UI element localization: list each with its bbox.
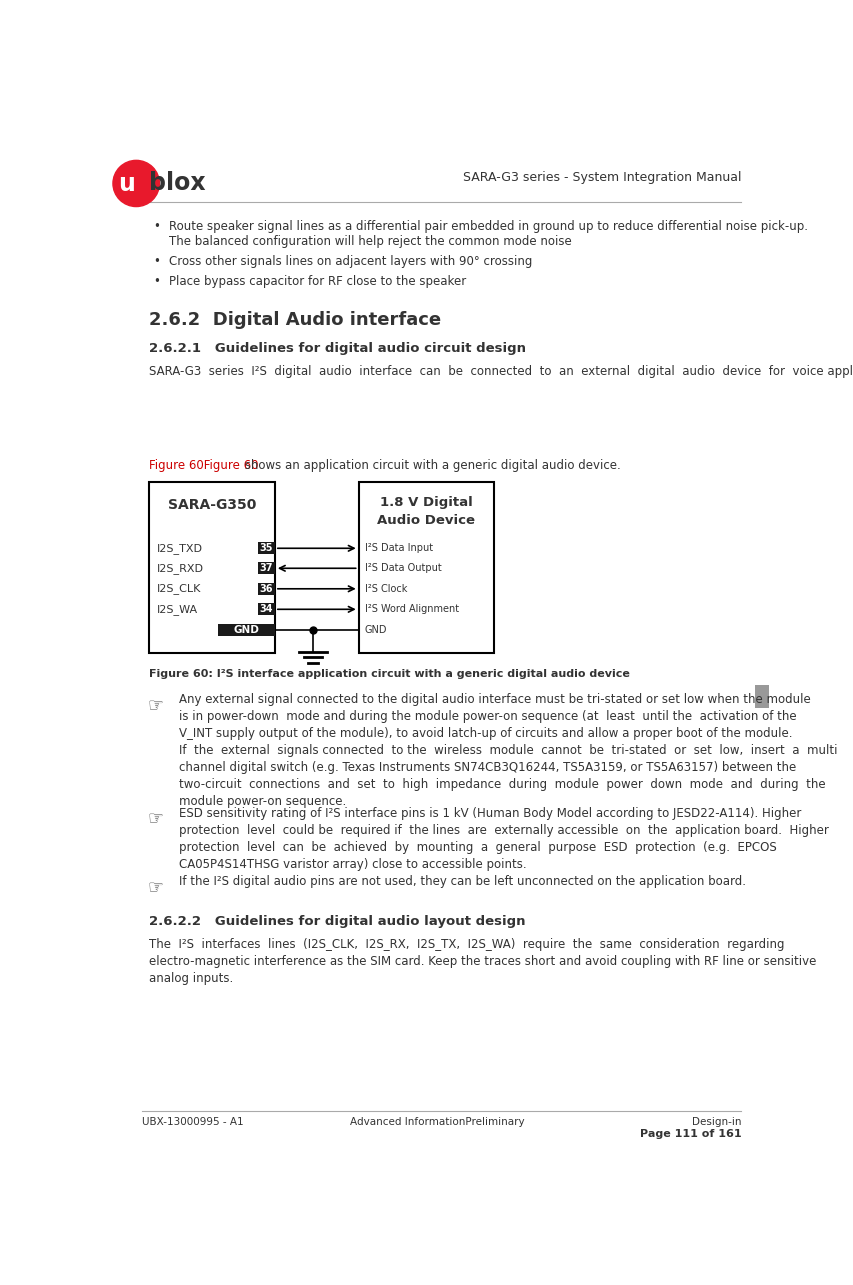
Text: u: u — [118, 172, 135, 195]
Text: ESD sensitivity rating of I²S interface pins is 1 kV (Human Body Model according: ESD sensitivity rating of I²S interface … — [178, 807, 827, 871]
FancyBboxPatch shape — [754, 685, 768, 708]
Text: Figure 60: I²S interface application circuit with a generic digital audio device: Figure 60: I²S interface application cir… — [149, 668, 630, 678]
Text: 37: 37 — [259, 563, 273, 573]
FancyBboxPatch shape — [218, 625, 275, 636]
Text: I²S Data Input: I²S Data Input — [364, 544, 432, 554]
Text: 35: 35 — [259, 544, 273, 554]
Text: 1.8 V Digital
Audio Device: 1.8 V Digital Audio Device — [377, 496, 475, 527]
Text: I²S Clock: I²S Clock — [364, 583, 407, 594]
Text: 2.6.2.2   Guidelines for digital audio layout design: 2.6.2.2 Guidelines for digital audio lay… — [149, 915, 525, 928]
Text: UBX-13000995 - A1: UBX-13000995 - A1 — [142, 1117, 243, 1127]
Text: GND: GND — [233, 626, 258, 635]
Text: Cross other signals lines on adjacent layers with 90° crossing: Cross other signals lines on adjacent la… — [169, 254, 531, 269]
FancyBboxPatch shape — [258, 542, 275, 554]
Text: SARA-G3 series - System Integration Manual: SARA-G3 series - System Integration Manu… — [462, 171, 740, 184]
Text: Any external signal connected to the digital audio interface must be tri-stated : Any external signal connected to the dig… — [178, 694, 836, 808]
Text: 34: 34 — [259, 604, 273, 614]
Text: Route speaker signal lines as a differential pair embedded in ground up to reduc: Route speaker signal lines as a differen… — [169, 220, 807, 248]
Text: blox: blox — [148, 171, 205, 195]
Text: SARA-G3  series  I²S  digital  audio  interface  can  be  connected  to  an  ext: SARA-G3 series I²S digital audio interfa… — [149, 365, 853, 378]
Text: Page 111 of 161: Page 111 of 161 — [639, 1128, 740, 1139]
FancyBboxPatch shape — [258, 583, 275, 595]
FancyBboxPatch shape — [258, 604, 275, 616]
Text: Advanced InformationPreliminary: Advanced InformationPreliminary — [350, 1117, 525, 1127]
Text: Figure 60Figure 60: Figure 60Figure 60 — [149, 459, 258, 473]
FancyBboxPatch shape — [358, 482, 494, 653]
Text: ☞: ☞ — [148, 696, 164, 714]
Text: Place bypass capacitor for RF close to the speaker: Place bypass capacitor for RF close to t… — [169, 275, 466, 288]
Text: shows an application circuit with a generic digital audio device.: shows an application circuit with a gene… — [241, 459, 620, 473]
Text: •: • — [153, 254, 160, 269]
Text: GND: GND — [364, 626, 387, 635]
Text: 36: 36 — [259, 583, 273, 594]
Text: ☞: ☞ — [148, 878, 164, 896]
Text: I2S_CLK: I2S_CLK — [157, 583, 201, 594]
Text: I²S Word Alignment: I²S Word Alignment — [364, 604, 458, 614]
Text: Design-in: Design-in — [691, 1117, 740, 1127]
FancyBboxPatch shape — [258, 563, 275, 574]
Text: 2.6.2  Digital Audio interface: 2.6.2 Digital Audio interface — [149, 311, 441, 329]
Text: The  I²S  interfaces  lines  (I2S_CLK,  I2S_RX,  I2S_TX,  I2S_WA)  require  the : The I²S interfaces lines (I2S_CLK, I2S_R… — [149, 938, 815, 986]
Text: SARA-G350: SARA-G350 — [168, 497, 256, 511]
Circle shape — [113, 161, 160, 207]
Text: I2S_TXD: I2S_TXD — [157, 542, 203, 554]
Text: I²S Data Output: I²S Data Output — [364, 563, 441, 573]
Text: •: • — [153, 275, 160, 288]
Text: ☞: ☞ — [148, 810, 164, 828]
Text: I2S_WA: I2S_WA — [157, 604, 198, 614]
Text: •: • — [153, 220, 160, 233]
Text: I2S_RXD: I2S_RXD — [157, 563, 204, 573]
Text: 2.6.2.1   Guidelines for digital audio circuit design: 2.6.2.1 Guidelines for digital audio cir… — [149, 342, 525, 355]
FancyBboxPatch shape — [149, 482, 275, 653]
Text: If the I²S digital audio pins are not used, they can be left unconnected on the : If the I²S digital audio pins are not us… — [178, 875, 745, 888]
